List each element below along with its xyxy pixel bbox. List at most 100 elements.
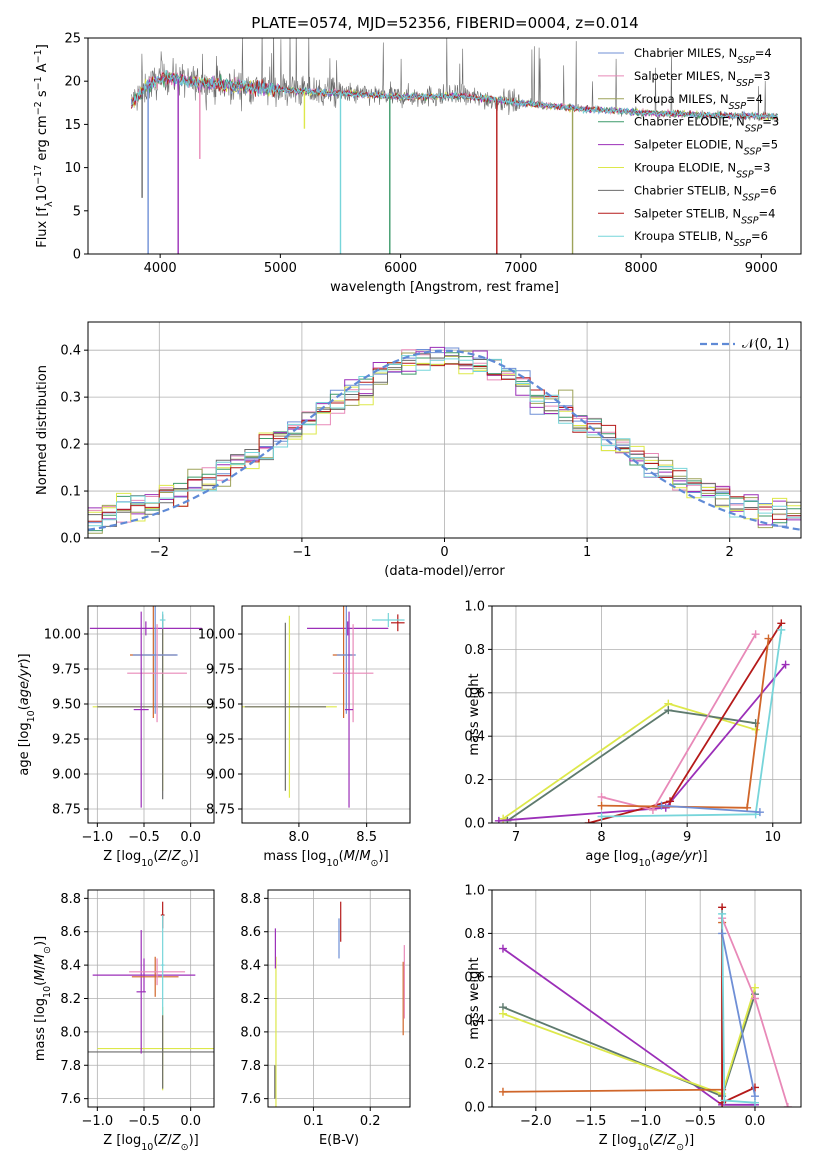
x-tick-label: −1.0: [630, 1114, 662, 1129]
x-tick-label: −1.0: [82, 1114, 114, 1129]
x-axis-label: (data-model)/error: [384, 564, 505, 579]
weight-line: [721, 933, 756, 1097]
label-part: Z: [171, 849, 182, 864]
label-part: A: [35, 63, 50, 76]
scatter-point: [160, 915, 165, 1016]
label-part: (: [17, 705, 32, 710]
spectrum-line: [130, 72, 778, 121]
y-tick-label: 5: [73, 204, 81, 219]
x-tick-label: 5000: [264, 261, 297, 276]
panel-mass-weight-vs-Z: −2.0 −1.5 −1.0 −0.5 0.0 0.0 0.2 0.4 0.6 0.8 1.0 Z […: [464, 884, 802, 1153]
label-part: −1: [33, 49, 44, 63]
scatter-point: [159, 611, 166, 629]
y-tick-label: 0.6: [464, 686, 485, 701]
x-tick-label: 8000: [625, 261, 658, 276]
weight-marker: [666, 797, 675, 806]
label-part: 10: [639, 858, 651, 869]
y-tick-label: 8.8: [240, 892, 261, 907]
label-part: =6: [760, 183, 777, 197]
x-axis-label: wavelength [Angstrom, rest frame]: [330, 280, 559, 295]
weight-marker: [781, 660, 790, 669]
scatter-point: [136, 930, 146, 1054]
y-axis-label: mass weight: [467, 957, 482, 1039]
label-part: =3: [762, 115, 779, 129]
y-tick-label: 8.0: [60, 1025, 81, 1040]
label-part: M: [33, 954, 48, 965]
panels: 4000 5000 6000 7000 8000 90000510152025Chabri…: [17, 32, 802, 1153]
label-part: Chabrier MILES, N: [634, 46, 737, 60]
y-tick-label: 8.6: [240, 925, 261, 940]
label-part: SSP: [734, 238, 752, 249]
plot-area-mass-vs-Z: [88, 901, 214, 1091]
x-axis-label: mass [log10(M/M⊙)]: [263, 849, 388, 869]
weight-marker: [750, 1092, 759, 1101]
label-part: /: [167, 849, 172, 864]
y-tick-label: 0.0: [464, 1101, 485, 1116]
y-tick-label: 8.6: [60, 925, 81, 940]
label-part: Z [log: [103, 1133, 141, 1148]
label-part: )]: [697, 849, 707, 864]
label-part: )]: [684, 1133, 694, 1148]
x-tick-label: 9: [683, 830, 691, 845]
axes-frame: [87, 37, 802, 255]
label-part: λ: [44, 201, 55, 207]
x-tick-label: −0.5: [128, 830, 160, 845]
label-part: erg cm: [35, 115, 50, 164]
label-part: 10: [26, 710, 37, 722]
x-axis-label: Z [log10(Z/Z⊙)]: [103, 1133, 198, 1153]
panel-mass-vs-EBV: 0.1 0.2 7.6 7.8 8.0 8.2 8.4 8.6 8.8 E(B-V): [240, 889, 411, 1148]
label-part: age [log: [17, 722, 32, 775]
x-tick-label: −0.5: [684, 1114, 716, 1129]
label-part: 10: [35, 185, 50, 202]
label-part: =3: [754, 161, 771, 175]
label-part: 10: [141, 1142, 153, 1153]
plot-area-age-vs-Z: [89, 606, 214, 808]
label-part: mass [log: [263, 849, 326, 864]
scatter-point: [131, 956, 179, 997]
label-part: (: [153, 1133, 158, 1148]
y-tick-label: 15: [64, 118, 81, 133]
weight-marker: [498, 1087, 507, 1096]
panel-age-vs-mass: 8.0 8.5 8.75 9.00 9.25 9.50 9.75 10.00 mass [log…: [198, 605, 411, 869]
legend-entry: Salpeter ELODIE, NSSP=5: [634, 138, 778, 158]
label-part: M: [33, 970, 48, 981]
weight-marker: [664, 706, 673, 715]
label-part: ⊙: [181, 1142, 189, 1153]
x-tick-label: 0.0: [180, 830, 201, 845]
label-part: (: [649, 1133, 654, 1148]
y-tick-label: 8.2: [60, 992, 81, 1007]
x-tick-label: 4000: [144, 261, 177, 276]
label-part: M: [359, 849, 370, 864]
x-tick-label: 0.1: [303, 1114, 324, 1129]
label-part: Z [log: [599, 1133, 637, 1148]
weight-series: [597, 630, 760, 814]
y-axis-label: mass weight: [467, 673, 482, 755]
weight-marker: [657, 801, 666, 810]
x-axis-label: Z [log10(Z/Z⊙)]: [103, 849, 198, 869]
label-part: 10: [637, 1142, 649, 1153]
label-part: (: [651, 849, 656, 864]
label-part: /: [167, 1133, 172, 1148]
label-part: SSP: [745, 123, 763, 134]
label-part: SSP: [742, 192, 760, 203]
y-tick-label: 0.3: [60, 391, 81, 406]
label-part: (: [339, 849, 344, 864]
y-tick-label: 0.6: [464, 970, 485, 985]
figure-title: PLATE=0574, MJD=52356, FIBERID=0004, z=0…: [251, 14, 638, 32]
x-tick-label: −2.0: [520, 1114, 552, 1129]
scatter-point: [344, 611, 354, 808]
y-tick-label: 9.50: [52, 698, 81, 713]
weight-line: [502, 987, 756, 1096]
y-tick-label: 7.8: [240, 1059, 261, 1074]
weight-marker: [755, 808, 764, 817]
scatter-point: [372, 613, 405, 627]
y-tick-label: 9.00: [206, 768, 235, 783]
x-axis-label: Z [log10(Z/Z⊙)]: [599, 1133, 694, 1153]
legend-entry: Kroupa MILES, NSSP=4: [634, 92, 763, 112]
y-tick-label: 7.6: [60, 1092, 81, 1107]
label-part: ⊙: [42, 946, 53, 954]
scatter-point: [332, 624, 374, 723]
x-tick-label: 8: [597, 830, 605, 845]
y-tick-label: 8.2: [240, 992, 261, 1007]
legend-entry: Kroupa STELIB, NSSP=6: [634, 229, 768, 249]
